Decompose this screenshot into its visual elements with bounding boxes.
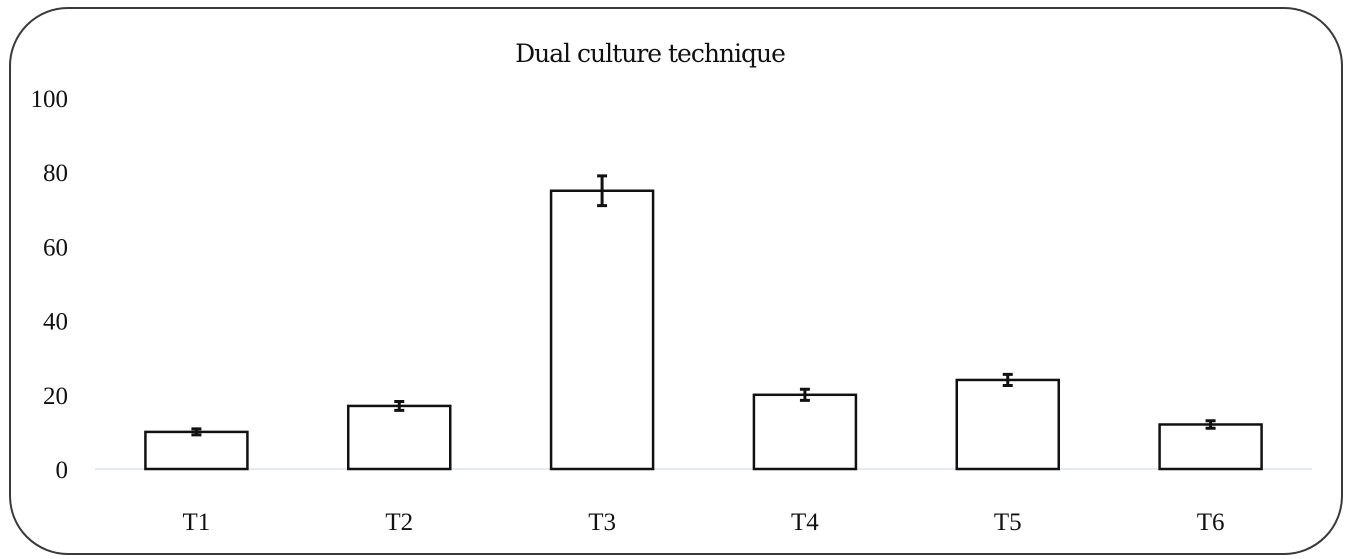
chart-title: Dual culture technique (515, 39, 785, 68)
bar-t5 (955, 378, 1060, 471)
x-tick-label: T5 (994, 509, 1022, 536)
y-tick-label: 80 (43, 160, 68, 187)
bar-t4 (752, 393, 858, 471)
x-tick-label: T6 (1197, 509, 1225, 536)
y-tick-label: 100 (31, 86, 69, 113)
x-tick-label: T4 (791, 509, 819, 536)
bar-t2 (347, 404, 452, 471)
x-axis-labels: T1 T2 T3 T4 T5 T6 (183, 509, 1225, 536)
error-bar-t4 (799, 387, 810, 402)
bar-t1 (144, 430, 249, 471)
error-bar-t5 (1002, 372, 1013, 388)
bar-t3 (549, 189, 655, 471)
error-bars (191, 174, 1216, 437)
y-tick-label: 60 (43, 234, 68, 261)
error-bar-t1 (191, 427, 202, 437)
x-tick-label: T2 (385, 509, 413, 536)
chart-frame (9, 7, 1343, 555)
x-tick-label: T1 (183, 509, 211, 536)
x-tick-label: T3 (588, 509, 616, 536)
error-bar-t3 (597, 174, 608, 208)
y-axis-ticks: 0 20 40 60 80 100 (31, 86, 69, 484)
error-bar-t2 (394, 399, 405, 412)
y-tick-label: 0 (56, 457, 69, 484)
y-tick-label: 40 (43, 309, 68, 336)
y-tick-label: 20 (43, 383, 68, 410)
bar-t6 (1158, 423, 1263, 471)
error-bar-t6 (1205, 419, 1216, 430)
